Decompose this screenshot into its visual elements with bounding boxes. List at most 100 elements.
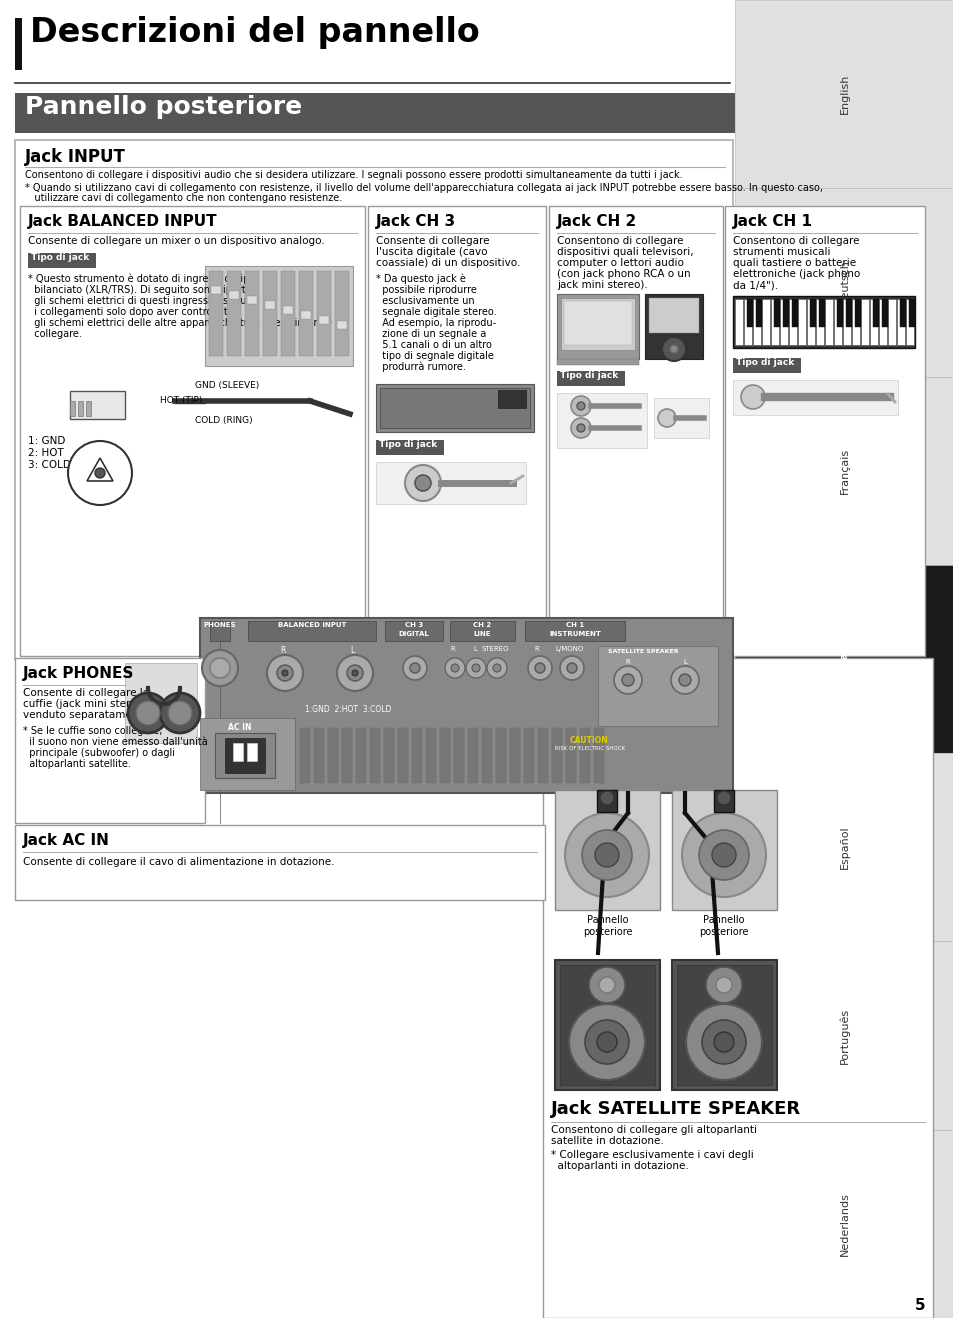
Circle shape — [95, 468, 105, 478]
Bar — [872, 299, 878, 327]
Circle shape — [451, 664, 458, 672]
Text: possibile riprodurre: possibile riprodurre — [375, 285, 476, 295]
Bar — [734, 0, 953, 188]
Bar — [854, 299, 861, 327]
Bar — [815, 299, 823, 345]
Bar — [878, 299, 886, 345]
Circle shape — [685, 1004, 761, 1079]
Bar — [752, 299, 760, 345]
Bar — [229, 291, 239, 299]
Bar — [734, 377, 953, 565]
Circle shape — [168, 701, 192, 725]
Bar — [368, 206, 545, 656]
Bar — [671, 789, 776, 909]
Text: computer o lettori audio: computer o lettori audio — [557, 258, 683, 268]
Text: satellite in dotazione.: satellite in dotazione. — [551, 1136, 663, 1145]
Circle shape — [415, 474, 431, 492]
Bar — [524, 621, 624, 641]
Text: Español: Español — [839, 825, 848, 869]
Bar — [335, 272, 349, 356]
Text: Français: Français — [839, 448, 848, 494]
Bar — [341, 728, 352, 783]
Text: L: L — [350, 646, 354, 655]
Bar — [397, 728, 408, 783]
Text: i collegamenti solo dopo aver controllato: i collegamenti solo dopo aver controllat… — [28, 307, 233, 318]
Bar — [724, 206, 924, 656]
Text: English: English — [839, 74, 848, 115]
Text: Pannello
posteriore: Pannello posteriore — [699, 915, 748, 937]
Circle shape — [444, 658, 464, 677]
Bar — [836, 299, 842, 327]
Text: gli schemi elettrici di questi ingressi. Eseguire: gli schemi elettrici di questi ingressi.… — [28, 297, 258, 306]
Bar — [734, 753, 953, 941]
Text: Consentono di collegare: Consentono di collegare — [557, 236, 682, 246]
Circle shape — [568, 1004, 644, 1079]
Circle shape — [681, 813, 765, 898]
Bar — [677, 965, 771, 1085]
Bar — [559, 965, 655, 1085]
Circle shape — [559, 656, 583, 680]
Circle shape — [160, 693, 200, 733]
Text: esclusivamente un: esclusivamente un — [375, 297, 475, 306]
Text: CAUTION: CAUTION — [569, 735, 608, 745]
Circle shape — [584, 1020, 628, 1064]
Circle shape — [705, 967, 741, 1003]
Text: Ad esempio, la riprodu-: Ad esempio, la riprodu- — [375, 318, 496, 328]
Bar — [896, 299, 904, 345]
Text: STEREO: STEREO — [480, 646, 508, 652]
Bar — [788, 299, 796, 345]
Circle shape — [577, 424, 584, 432]
Bar — [15, 94, 734, 133]
Bar — [557, 370, 624, 386]
Circle shape — [486, 658, 506, 677]
Text: Jack PHONES: Jack PHONES — [23, 666, 134, 681]
Bar — [851, 299, 859, 345]
Text: bilanciato (XLR/TRS). Di seguito sono riportati: bilanciato (XLR/TRS). Di seguito sono ri… — [28, 285, 258, 295]
Text: CH 3: CH 3 — [404, 622, 423, 627]
Text: * Se le cuffie sono collegate,: * Se le cuffie sono collegate, — [23, 726, 162, 735]
Bar — [523, 728, 534, 783]
Bar — [734, 299, 742, 345]
Text: zione di un segnale a: zione di un segnale a — [375, 330, 486, 339]
Circle shape — [136, 701, 160, 725]
Bar — [743, 299, 751, 345]
Text: elettroniche (jack phono: elettroniche (jack phono — [732, 269, 860, 279]
Bar — [283, 306, 293, 314]
Bar — [0, 0, 734, 90]
Text: Italiano: Italiano — [839, 635, 848, 683]
Bar — [555, 960, 659, 1090]
Bar — [842, 299, 850, 345]
Text: L: L — [473, 646, 476, 652]
Text: Jack BALANCED INPUT: Jack BALANCED INPUT — [28, 214, 217, 229]
Circle shape — [276, 666, 293, 681]
Bar — [557, 393, 646, 448]
Bar — [314, 728, 324, 783]
Bar — [734, 941, 953, 1130]
Bar — [385, 621, 442, 641]
Text: Consentono di collegare i dispositivi audio che si desidera utilizzare. I segnal: Consentono di collegare i dispositivi au… — [25, 170, 682, 181]
Bar — [905, 299, 913, 345]
Text: dispositivi quali televisori,: dispositivi quali televisori, — [557, 246, 693, 257]
Bar — [806, 299, 814, 345]
Bar — [734, 565, 953, 753]
Bar — [379, 387, 530, 428]
Bar — [542, 658, 932, 1318]
Bar — [869, 299, 877, 345]
Text: Jack SATELLITE SPEAKER: Jack SATELLITE SPEAKER — [551, 1101, 801, 1118]
Bar — [247, 743, 256, 760]
Bar — [20, 206, 365, 656]
Bar — [318, 316, 329, 324]
Text: HOT (TIP): HOT (TIP) — [160, 395, 202, 405]
Text: R: R — [280, 646, 285, 655]
Bar — [15, 18, 22, 70]
Bar — [248, 621, 375, 641]
Text: Pannello
posteriore: Pannello posteriore — [582, 915, 632, 937]
Circle shape — [571, 395, 590, 416]
Bar — [384, 728, 394, 783]
Bar — [809, 299, 815, 327]
Text: venduto separatamente).: venduto separatamente). — [23, 710, 156, 720]
Text: CH 1: CH 1 — [565, 622, 583, 627]
Bar — [654, 398, 708, 438]
Text: 2: HOT: 2: HOT — [28, 448, 64, 457]
Bar — [412, 728, 421, 783]
